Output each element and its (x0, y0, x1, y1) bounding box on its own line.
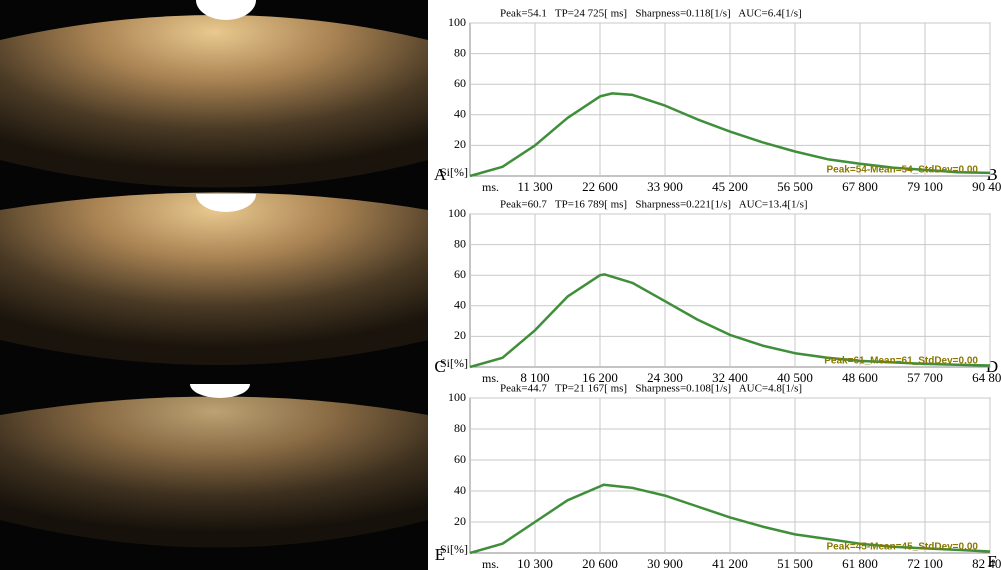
x-tick-label: 48 600 (842, 370, 878, 385)
y-axis-label: Si[%] (440, 356, 468, 370)
y-tick-label: 60 (454, 452, 466, 466)
chart: Peak=60.7 TP=16 789[ ms] Sharpness=0.221… (440, 199, 1001, 385)
y-tick-label: 20 (454, 328, 466, 342)
x-tick-label: 82 400 (972, 556, 1001, 570)
y-axis-label: Si[%] (440, 165, 468, 179)
x-tick-label: 64 800 (972, 370, 1001, 385)
y-tick-label: 80 (454, 421, 466, 435)
panel-label: C (434, 357, 445, 376)
chart: Peak=44.7 TP=21 167[ ms] Sharpness=0.108… (440, 383, 1001, 570)
x-tick-label: 40 500 (777, 370, 813, 385)
x-tick-label: 33 900 (647, 179, 683, 194)
y-axis-label: Si[%] (440, 542, 468, 556)
panel-label: A (434, 165, 447, 184)
x-tick-label: 61 800 (842, 556, 878, 570)
x-tick-label: 30 900 (647, 556, 683, 570)
annotation: Peak=61_Mean=61_StdDev=0.00 (824, 356, 978, 367)
y-tick-label: 100 (448, 15, 466, 29)
y-tick-label: 40 (454, 107, 466, 121)
annotation: Peak=45-Mean=45_StdDev=0.00 (827, 542, 979, 553)
x-tick-label: 16 200 (582, 370, 618, 385)
x-tick-label: 57 700 (907, 370, 943, 385)
x-tick-label: 67 800 (842, 179, 878, 194)
y-tick-label: 80 (454, 236, 466, 250)
x-tick-label: 51 500 (777, 556, 813, 570)
x-axis-label: ms. (482, 557, 499, 570)
x-tick-label: 8 100 (520, 370, 549, 385)
ultrasound-a (0, 0, 428, 188)
y-tick-label: 100 (448, 206, 466, 220)
curve (469, 483, 991, 555)
x-tick-label: 90 400 (972, 179, 1001, 194)
chart-title: Peak=44.7 TP=21 167[ ms] Sharpness=0.108… (500, 383, 802, 395)
y-tick-label: 40 (454, 483, 466, 497)
x-axis-label: ms. (482, 180, 499, 194)
annotation: Peak=54-Mean=54_StdDev=0.00 (827, 165, 979, 176)
y-tick-label: 80 (454, 45, 466, 59)
x-tick-label: 45 200 (712, 179, 748, 194)
x-axis-label: ms. (482, 371, 499, 385)
y-tick-label: 40 (454, 298, 466, 312)
x-tick-label: 41 200 (712, 556, 748, 570)
x-tick-label: 20 600 (582, 556, 618, 570)
curve (469, 273, 991, 369)
ultrasound-e (0, 384, 428, 548)
x-tick-label: 56 500 (777, 179, 813, 194)
panel-label: F (987, 552, 996, 570)
y-tick-label: 60 (454, 76, 466, 90)
y-tick-label: 100 (448, 390, 466, 404)
x-tick-label: 24 300 (647, 370, 683, 385)
x-tick-label: 72 100 (907, 556, 943, 570)
y-tick-label: 20 (454, 137, 466, 151)
chart: Peak=54.1 TP=24 725[ ms] Sharpness=0.118… (440, 8, 1001, 194)
ultrasound-c (0, 192, 428, 365)
x-tick-label: 11 300 (517, 179, 552, 194)
y-tick-label: 60 (454, 267, 466, 281)
panel-label: B (986, 165, 997, 184)
chart-title: Peak=60.7 TP=16 789[ ms] Sharpness=0.221… (500, 199, 808, 211)
x-tick-label: 10 300 (517, 556, 553, 570)
x-tick-label: 22 600 (582, 179, 618, 194)
x-tick-label: 32 400 (712, 370, 748, 385)
curve (469, 92, 991, 178)
y-tick-label: 20 (454, 514, 466, 528)
x-tick-label: 79 100 (907, 179, 943, 194)
chart-title: Peak=54.1 TP=24 725[ ms] Sharpness=0.118… (500, 8, 802, 20)
panel-label: E (435, 545, 445, 564)
ultrasound-images (0, 0, 428, 570)
